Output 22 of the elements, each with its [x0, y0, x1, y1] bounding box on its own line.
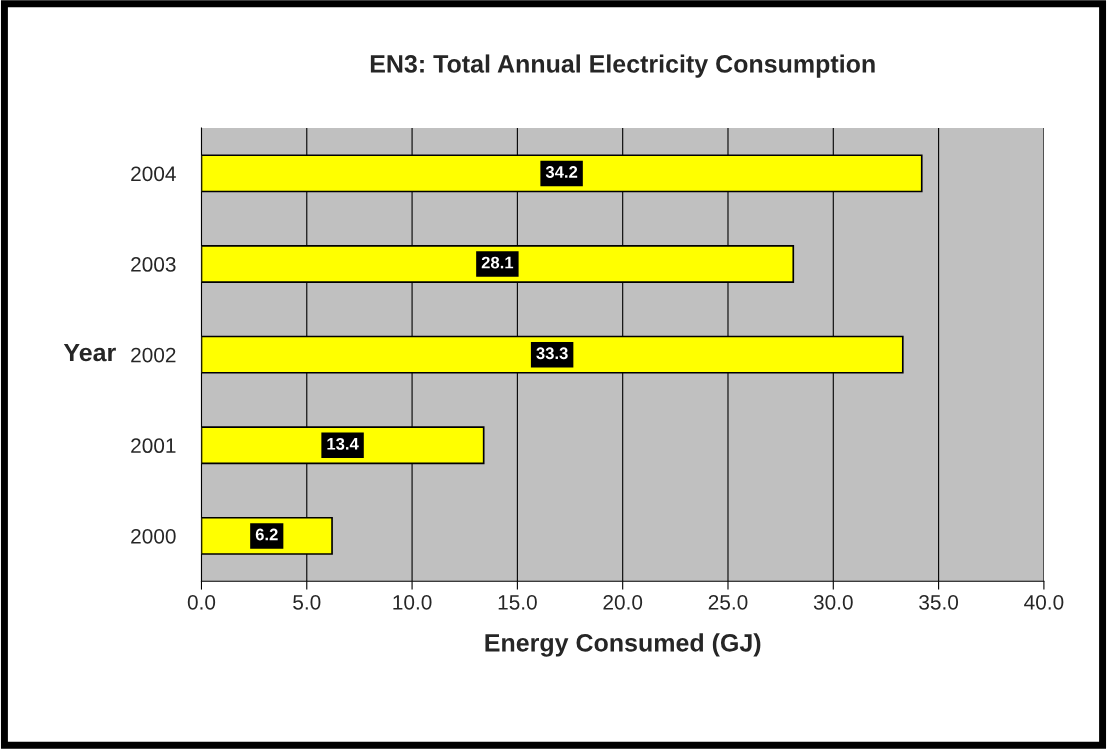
- x-tick-label: 40.0: [1024, 594, 1064, 610]
- data-label: 6.2: [255, 528, 278, 541]
- y-tick-label: 2001: [131, 438, 176, 454]
- data-label: 13.4: [327, 437, 359, 450]
- y-tick-label: 2000: [131, 528, 176, 544]
- data-label: 28.1: [481, 256, 514, 269]
- x-tick-label: 15.0: [498, 594, 537, 610]
- y-tick-label: 2002: [131, 347, 176, 363]
- y-tick-label: 2003: [131, 257, 176, 272]
- x-tick-label: 35.0: [919, 594, 959, 610]
- x-tick-label: 30.0: [813, 594, 853, 610]
- x-tick-label: 5.0: [293, 594, 321, 610]
- chart-title: EN3: Total Annual Electricity Consumption: [370, 54, 875, 78]
- x-axis-title: Energy Consumed (GJ): [485, 633, 761, 657]
- y-axis-title: Year: [63, 343, 116, 362]
- x-tick-label: 0.0: [187, 594, 216, 610]
- data-label: 34.2: [545, 166, 578, 178]
- data-label: 33.3: [536, 347, 568, 360]
- y-tick-label: 2004: [131, 166, 176, 182]
- x-tick-label: 20.0: [603, 594, 643, 610]
- x-tick-label: 10.0: [393, 594, 432, 610]
- x-tick-label: 25.0: [708, 594, 748, 610]
